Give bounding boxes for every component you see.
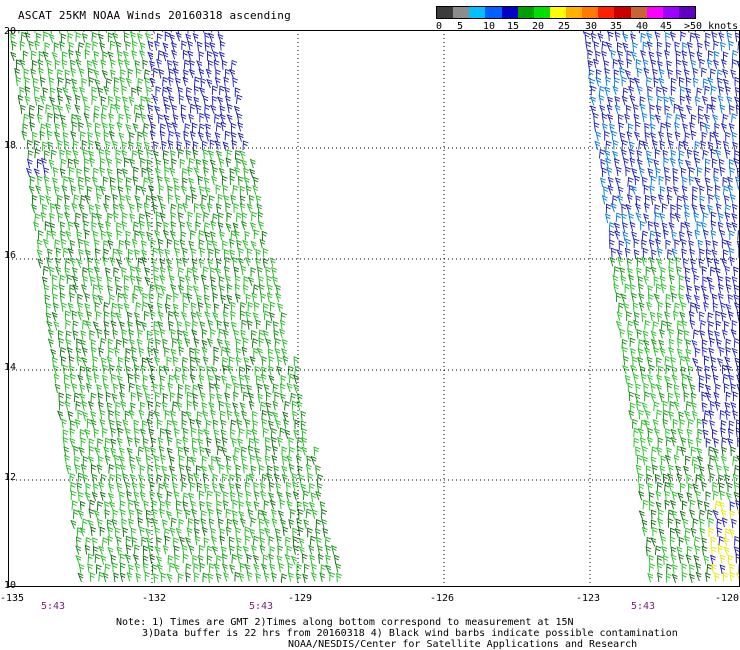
latitude-label: 18 <box>4 140 17 151</box>
scale-swatch <box>437 7 454 18</box>
grid-lines-layer <box>8 30 740 587</box>
latitude-label: 12 <box>4 472 17 483</box>
scale-label: 15 <box>507 21 520 32</box>
longitude-label: -126 <box>429 593 455 604</box>
note-line-1: Note: 1) Times are GMT 2)Times along bot… <box>116 617 574 628</box>
note-line-3: NOAA/NESDIS/Center for Satellite Applica… <box>288 639 638 650</box>
pass-time-label: 5:43 <box>249 601 274 612</box>
scale-swatch <box>549 7 566 18</box>
scale-label: 0 <box>436 21 443 32</box>
scale-swatch <box>662 7 679 18</box>
scale-swatch <box>582 7 599 18</box>
scale-swatch <box>614 7 631 18</box>
latitude-label: 16 <box>4 250 17 261</box>
wind-barbs-layer <box>10 30 740 584</box>
scale-label: 10 <box>483 21 496 32</box>
scale-swatch <box>630 7 647 18</box>
scale-swatch <box>469 7 486 18</box>
scale-label: 45 <box>660 21 673 32</box>
map-title: ASCAT 25KM NOAA Winds 20160318 ascending <box>18 9 291 22</box>
scale-label: 20 <box>532 21 545 32</box>
wind-barb-map <box>8 30 740 587</box>
map-frame <box>8 30 740 587</box>
scale-swatch <box>598 7 615 18</box>
longitude-label: -129 <box>287 593 313 604</box>
scale-swatch <box>678 7 695 18</box>
pass-time-label: 5:43 <box>41 601 66 612</box>
pass-time-label: 5:43 <box>631 601 656 612</box>
latitude-label: 14 <box>4 362 17 373</box>
scale-label: 35 <box>610 21 623 32</box>
scale-swatch <box>501 7 518 18</box>
longitude-label: -123 <box>575 593 601 604</box>
latitude-label: 20 <box>4 26 17 37</box>
scale-label: 40 <box>636 21 649 32</box>
wind-speed-color-scale <box>436 6 696 19</box>
scale-label: 30 <box>585 21 598 32</box>
scale-label: >50 knots <box>684 21 739 32</box>
scale-swatch <box>566 7 583 18</box>
scale-swatch <box>533 7 550 18</box>
scale-swatch <box>453 7 470 18</box>
scale-swatch <box>485 7 502 18</box>
longitude-label: -135 <box>0 593 25 604</box>
scale-label: 5 <box>457 21 464 32</box>
scale-swatch <box>517 7 534 18</box>
longitude-label: -132 <box>141 593 167 604</box>
longitude-label: -120 <box>714 593 740 604</box>
latitude-label: 10 <box>4 580 17 591</box>
scale-swatch <box>646 7 663 18</box>
note-line-2: 3)Data buffer is 22 hrs from 20160318 4)… <box>142 628 678 639</box>
scale-label: 25 <box>558 21 571 32</box>
